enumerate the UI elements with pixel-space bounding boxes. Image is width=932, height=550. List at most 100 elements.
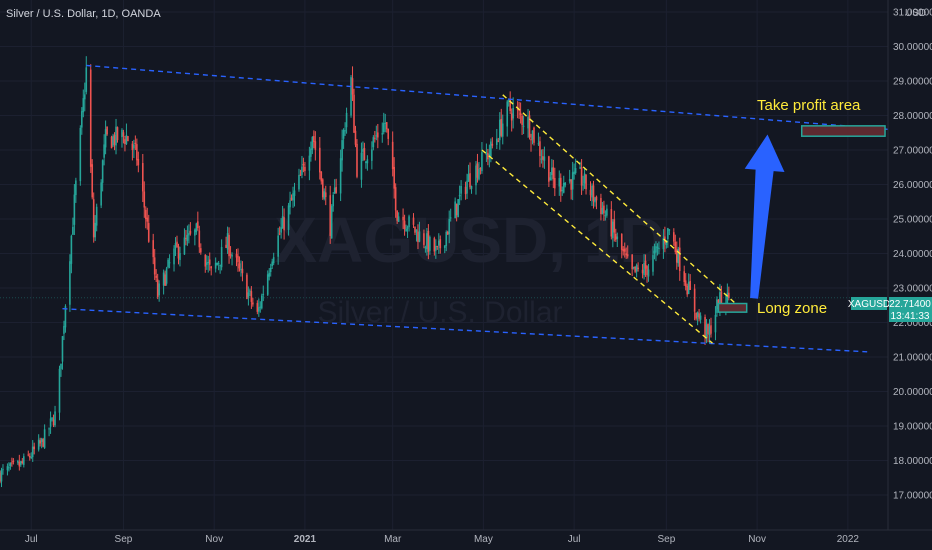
- candle-body: [658, 248, 660, 250]
- candle-body: [402, 216, 404, 221]
- candle-body: [20, 461, 22, 465]
- channel-upper-line[interactable]: [86, 64, 889, 130]
- candle-body: [374, 137, 376, 139]
- candle-body: [89, 69, 92, 167]
- candle-body: [69, 261, 71, 305]
- candle-body: [231, 254, 233, 257]
- candle-body: [595, 196, 598, 201]
- candle-body: [646, 266, 648, 275]
- y-tick-label: 19.00000: [893, 422, 932, 433]
- candle-body: [302, 164, 305, 166]
- currency-label: USD: [905, 8, 926, 19]
- candle-body: [112, 136, 114, 146]
- candle-body: [405, 228, 407, 232]
- candle-body: [115, 126, 117, 146]
- candle-body: [75, 180, 77, 196]
- candle-body: [423, 233, 425, 245]
- candle-body: [516, 109, 519, 111]
- candle-body: [153, 257, 156, 275]
- candle-body: [467, 174, 470, 182]
- candle-body: [445, 231, 448, 246]
- arrow-shape[interactable]: [744, 134, 785, 299]
- wedge-upper-line[interactable]: [502, 94, 746, 313]
- candle-body: [675, 249, 678, 263]
- candle-body: [54, 411, 56, 426]
- candle-body: [387, 128, 390, 139]
- candle-body: [235, 253, 238, 258]
- candle-body: [293, 190, 296, 196]
- candle-body: [653, 250, 656, 254]
- candle-body: [360, 152, 363, 180]
- candle-body: [397, 216, 400, 222]
- candle-body: [570, 179, 572, 190]
- x-tick-label: Jul: [568, 534, 581, 545]
- x-tick-label: May: [474, 534, 493, 545]
- candle-body: [365, 161, 367, 164]
- candle-body: [256, 303, 259, 312]
- candle-body: [194, 229, 196, 236]
- x-tick-label: Nov: [748, 534, 766, 545]
- candle-body: [141, 163, 144, 192]
- candle-body: [333, 187, 336, 194]
- candle-body: [708, 326, 711, 335]
- candle-body: [258, 307, 260, 312]
- candle-body: [439, 239, 442, 249]
- candle-body: [363, 148, 366, 161]
- candle-body: [272, 257, 275, 264]
- x-tick-label: Nov: [205, 534, 223, 545]
- candle-body: [21, 461, 24, 464]
- price-axis-panel[interactable]: [888, 0, 932, 550]
- candle-body: [278, 233, 281, 235]
- candle-body: [500, 118, 503, 136]
- candle-body: [60, 363, 62, 369]
- candle-body: [674, 241, 677, 252]
- candle-body: [214, 262, 217, 269]
- candle-body: [485, 153, 488, 155]
- candle-body: [345, 112, 348, 128]
- candle-body: [103, 144, 105, 158]
- candle-body: [693, 288, 696, 312]
- watermark-symbol: XAGUSD, 1D: [274, 204, 665, 276]
- candle-body: [414, 226, 416, 233]
- candle-body: [509, 98, 511, 111]
- candle-body: [527, 116, 529, 129]
- candle-body: [48, 428, 50, 430]
- candle-body: [620, 233, 623, 250]
- x-tick-label: Jul: [25, 534, 38, 545]
- candle-body: [585, 174, 587, 190]
- take-profit-zone[interactable]: [800, 125, 886, 137]
- candle-body: [665, 241, 668, 245]
- candle-body: [177, 246, 180, 259]
- candle-body: [684, 280, 687, 287]
- drawing-lines[interactable]: [0, 64, 889, 353]
- target-arrow[interactable]: [744, 134, 785, 299]
- candle-body: [497, 140, 500, 142]
- candle-body: [198, 230, 201, 248]
- candle-body: [225, 244, 227, 248]
- candle-body: [561, 189, 564, 191]
- candle-body: [435, 246, 437, 251]
- candle-body: [116, 127, 119, 141]
- zones[interactable]: [717, 125, 886, 313]
- candle-body: [127, 136, 129, 142]
- candle-body: [446, 231, 449, 235]
- candle-body: [219, 264, 221, 266]
- candle-body: [647, 269, 650, 277]
- candle-body: [644, 260, 647, 269]
- y-tick-label: 28.00000: [893, 111, 932, 122]
- candle-body: [362, 149, 364, 152]
- candle-body: [528, 115, 531, 138]
- candle-body: [531, 130, 534, 140]
- candle-body: [384, 122, 387, 124]
- long-zone-box[interactable]: [717, 302, 748, 313]
- candle-body: [341, 140, 343, 161]
- candle-body: [28, 455, 31, 458]
- candle-body: [635, 265, 638, 272]
- candle-body: [623, 248, 626, 252]
- candle-body: [9, 463, 12, 466]
- candle-body: [101, 160, 104, 183]
- candle-body: [549, 177, 552, 181]
- candle-body: [641, 269, 644, 274]
- candle-body: [510, 113, 513, 121]
